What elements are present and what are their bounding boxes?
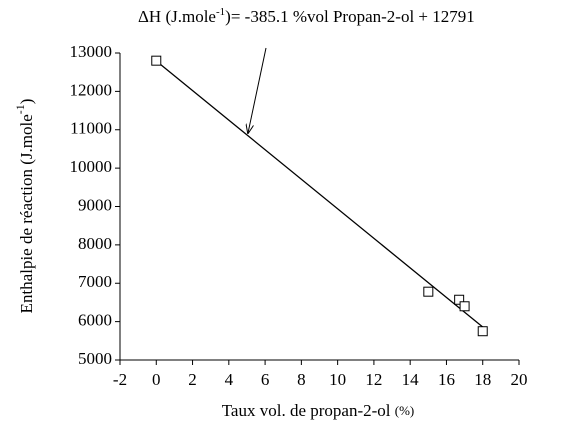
x-tick-label: 20 — [511, 370, 528, 389]
x-tick-label: 4 — [225, 370, 234, 389]
x-label-main: Taux vol. de propan-2-ol — [222, 401, 395, 420]
x-tick-label: 0 — [152, 370, 161, 389]
x-tick-label: 8 — [297, 370, 306, 389]
x-label-small: (%) — [395, 403, 415, 418]
fit-slope: -385.1 — [245, 7, 289, 26]
annotation-text: %vol Propan-2-ol + — [289, 7, 433, 26]
y-label-sup: -1 — [13, 104, 27, 114]
x-tick-label: 16 — [438, 370, 455, 389]
point — [454, 294, 465, 305]
y-tick-label: 11000 — [70, 119, 112, 138]
point — [151, 55, 162, 66]
annotation-prefix: ΔH (J.mole — [138, 7, 216, 26]
y-label-main: Enthalpie de réaction (J.mole — [17, 114, 36, 313]
x-tick-label: 6 — [261, 370, 270, 389]
y-tick-label: 10000 — [70, 157, 113, 176]
point — [459, 301, 470, 312]
axes — [119, 53, 519, 361]
x-tick-label: 12 — [365, 370, 382, 389]
y-tick-label: 6000 — [78, 311, 112, 330]
x-tick-label: 14 — [402, 370, 420, 389]
annotation: ΔH (J.mole-1)= -385.1 %vol Propan-2-ol +… — [138, 6, 475, 26]
y-tick-label: 12000 — [70, 80, 113, 99]
x-tick-label: -2 — [113, 370, 127, 389]
x-tick-label: 2 — [188, 370, 197, 389]
y-tick-label: 9000 — [78, 195, 112, 214]
annotation-arrow — [248, 47, 267, 133]
y-tick-label: 7000 — [78, 272, 112, 291]
annotation-middle: )= — [225, 7, 245, 26]
y-axis-label: Enthalpie de réaction (J.mole-1) — [13, 99, 36, 314]
x-axis-label: Taux vol. de propan-2-ol (%) — [222, 401, 415, 420]
x-tick-label: 10 — [329, 370, 346, 389]
point — [423, 286, 434, 297]
y-tick-label: 5000 — [78, 349, 112, 368]
fit-intercept: 12791 — [432, 7, 475, 26]
y-tick-label: 8000 — [78, 234, 112, 253]
x-tick-label: 18 — [474, 370, 491, 389]
y-tick-label: 13000 — [70, 42, 113, 61]
y-label-end: ) — [17, 99, 36, 105]
fit-line — [155, 60, 484, 328]
point — [477, 326, 488, 337]
annotation-sup: -1 — [216, 6, 225, 18]
